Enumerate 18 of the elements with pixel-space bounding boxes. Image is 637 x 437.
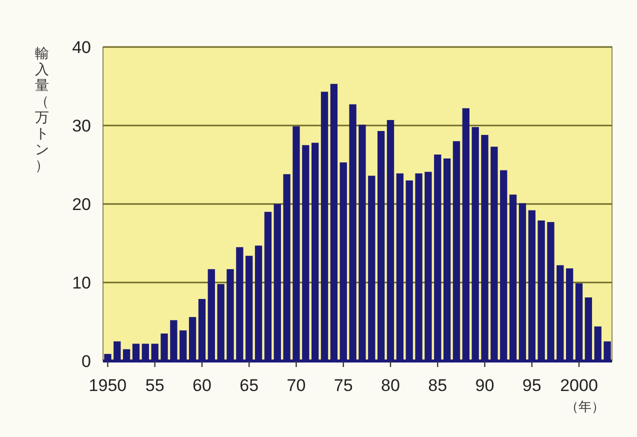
y-tick-label: 30 xyxy=(72,116,91,136)
y-tick-label: 0 xyxy=(82,352,91,371)
x-tick-label: 2000 xyxy=(560,376,598,395)
x-tick-label: 75 xyxy=(334,376,353,395)
x-tick-label: 95 xyxy=(522,376,542,395)
x-tick-label: 60 xyxy=(192,376,212,395)
x-tick-label: 55 xyxy=(145,376,164,395)
y-tick-label: 20 xyxy=(72,195,91,214)
y-tick-label: 10 xyxy=(72,274,91,292)
y-tick-label: 40 xyxy=(72,38,91,57)
x-tick-label: 70 xyxy=(286,376,306,395)
x-tick-label: 85 xyxy=(428,376,448,395)
y-axis-title: 輸入量（万トン） xyxy=(35,45,49,173)
x-axis-title: （年） xyxy=(566,399,605,414)
x-tick-label: 1950 xyxy=(88,376,127,395)
x-tick-label: 65 xyxy=(240,376,259,395)
x-tick-label: 80 xyxy=(381,376,400,395)
x-tick-label: 90 xyxy=(475,376,494,395)
